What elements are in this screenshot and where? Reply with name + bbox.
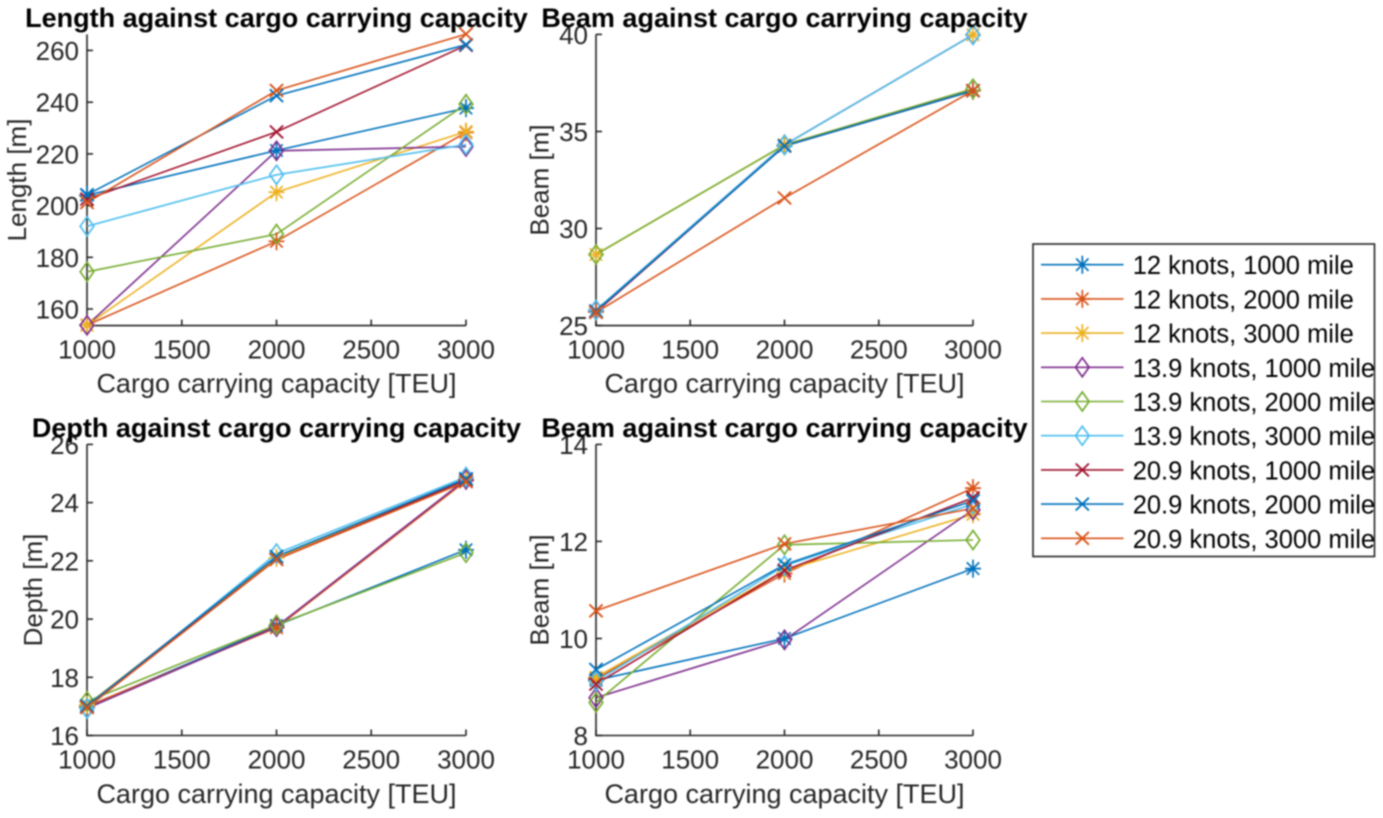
- svg-text:Depth against cargo carrying c: Depth against cargo carrying capacity: [32, 413, 521, 443]
- svg-text:Beam against cargo carrying ca: Beam against cargo carrying capacity: [541, 413, 1027, 443]
- svg-text:24: 24: [50, 488, 79, 518]
- svg-text:2000: 2000: [756, 335, 814, 365]
- svg-text:Beam against cargo carrying ca: Beam against cargo carrying capacity: [541, 3, 1027, 33]
- svg-text:22: 22: [50, 546, 79, 576]
- svg-text:20.9 knots, 2000 mile: 20.9 knots, 2000 mile: [1133, 492, 1375, 520]
- svg-text:Cargo carrying capacity [TEU]: Cargo carrying capacity [TEU]: [96, 779, 456, 809]
- svg-text:25: 25: [559, 311, 588, 341]
- svg-text:14: 14: [559, 430, 588, 460]
- svg-text:12 knots, 2000 mile: 12 knots, 2000 mile: [1133, 286, 1354, 314]
- svg-text:260: 260: [36, 36, 79, 66]
- svg-text:Beam [m]: Beam [m]: [525, 124, 555, 235]
- svg-text:200: 200: [36, 191, 79, 221]
- svg-text:1500: 1500: [661, 335, 719, 365]
- svg-text:3000: 3000: [437, 745, 495, 775]
- svg-text:Length against cargo carrying: Length against cargo carrying capacity: [25, 3, 528, 33]
- svg-text:3000: 3000: [944, 335, 1002, 365]
- svg-text:2000: 2000: [756, 745, 814, 775]
- svg-text:3000: 3000: [437, 335, 495, 365]
- svg-text:10: 10: [559, 624, 588, 654]
- svg-text:20.9 knots, 3000 mile: 20.9 knots, 3000 mile: [1133, 526, 1375, 554]
- svg-text:2500: 2500: [850, 745, 908, 775]
- svg-text:16: 16: [50, 721, 79, 751]
- svg-text:3000: 3000: [944, 745, 1002, 775]
- svg-text:26: 26: [50, 430, 79, 460]
- svg-text:Cargo carrying capacity [TEU]: Cargo carrying capacity [TEU]: [96, 368, 456, 398]
- svg-text:180: 180: [36, 243, 79, 273]
- svg-text:1500: 1500: [153, 335, 211, 365]
- svg-text:12 knots, 1000 mile: 12 knots, 1000 mile: [1133, 252, 1354, 280]
- svg-text:8: 8: [574, 721, 588, 751]
- svg-text:2500: 2500: [342, 335, 400, 365]
- svg-text:13.9 knots, 2000 mile: 13.9 knots, 2000 mile: [1133, 389, 1375, 417]
- svg-text:220: 220: [36, 139, 79, 169]
- svg-text:Beam [m]: Beam [m]: [525, 534, 555, 645]
- svg-text:1000: 1000: [58, 335, 116, 365]
- svg-text:12 knots, 3000 mile: 12 knots, 3000 mile: [1133, 321, 1354, 349]
- svg-text:1000: 1000: [567, 745, 625, 775]
- svg-text:30: 30: [559, 214, 588, 244]
- svg-text:35: 35: [559, 117, 588, 147]
- svg-text:160: 160: [36, 295, 79, 325]
- svg-text:1500: 1500: [661, 745, 719, 775]
- svg-text:12: 12: [559, 527, 588, 557]
- svg-text:1000: 1000: [567, 335, 625, 365]
- svg-text:13.9 knots, 3000 mile: 13.9 knots, 3000 mile: [1133, 423, 1375, 451]
- svg-text:Depth [m]: Depth [m]: [18, 534, 48, 647]
- svg-text:1000: 1000: [58, 745, 116, 775]
- svg-text:1500: 1500: [153, 745, 211, 775]
- svg-text:Length [m]: Length [m]: [2, 119, 32, 242]
- svg-text:Cargo carrying capacity [TEU]: Cargo carrying capacity [TEU]: [604, 368, 964, 398]
- svg-text:18: 18: [50, 663, 79, 693]
- svg-text:2000: 2000: [248, 335, 306, 365]
- svg-text:20.9 knots, 1000 mile: 20.9 knots, 1000 mile: [1133, 457, 1375, 485]
- svg-text:2500: 2500: [850, 335, 908, 365]
- svg-text:20: 20: [50, 605, 79, 635]
- svg-text:Cargo carrying capacity [TEU]: Cargo carrying capacity [TEU]: [604, 779, 964, 809]
- svg-text:2500: 2500: [342, 745, 400, 775]
- svg-text:240: 240: [36, 88, 79, 118]
- svg-text:40: 40: [559, 20, 588, 50]
- svg-text:2000: 2000: [248, 745, 306, 775]
- svg-text:13.9 knots, 1000 mile: 13.9 knots, 1000 mile: [1133, 355, 1375, 383]
